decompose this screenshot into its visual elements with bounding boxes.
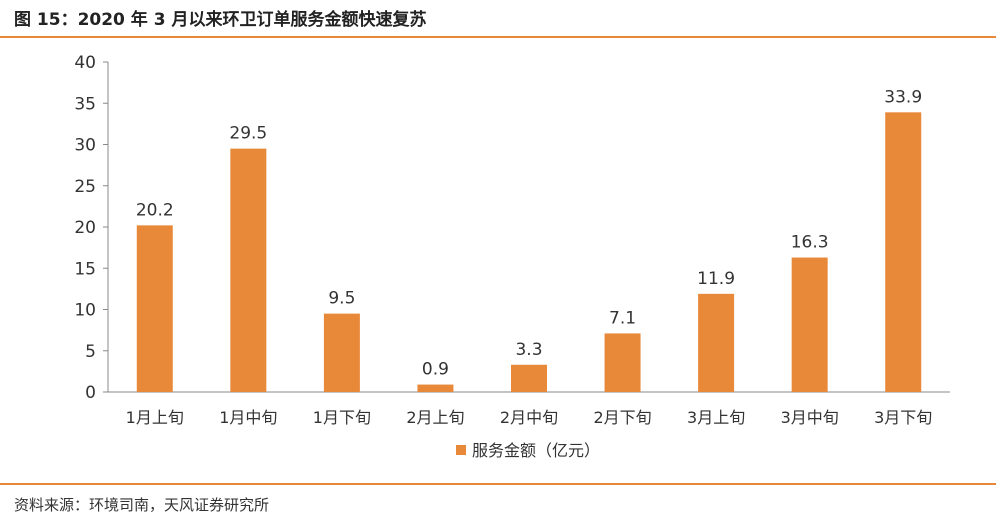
x-tick-label: 1月下旬 [313, 408, 371, 427]
y-tick-label: 0 [85, 383, 96, 403]
x-tick-label: 2月下旬 [593, 408, 651, 427]
bar-chart: 0 5 10 15 20 25 30 35 40 20.2 1月上旬 29.5 1月中旬 9.5 1月下旬 0… [74, 53, 950, 460]
data-label: 0.9 [422, 360, 449, 380]
y-tick-label: 15 [74, 259, 96, 279]
bar [698, 293, 735, 392]
legend-swatch [456, 445, 466, 455]
source-rule [0, 483, 996, 485]
bar [417, 384, 454, 392]
data-label: 20.2 [136, 200, 174, 220]
y-tick-label: 20 [74, 218, 96, 238]
bar [791, 257, 828, 392]
x-tick-label: 1月上旬 [126, 408, 184, 427]
source-note: 资料来源：环境司南，天风证券研究所 [14, 496, 270, 514]
data-label: 9.5 [328, 289, 355, 309]
x-tick-label: 2月上旬 [406, 408, 464, 427]
bar [230, 148, 267, 392]
x-tick-label: 1月中旬 [219, 408, 277, 427]
y-tick-label: 5 [85, 342, 96, 362]
bar [136, 225, 173, 392]
bar [511, 364, 547, 392]
data-label: 33.9 [884, 87, 922, 107]
y-tick-label: 35 [74, 94, 96, 114]
data-label: 3.3 [515, 340, 542, 360]
data-label: 7.1 [609, 308, 636, 328]
legend-label: 服务金额（亿元） [472, 441, 600, 460]
bar [323, 313, 360, 392]
x-tick-label: 2月中旬 [500, 408, 558, 427]
y-tick-label: 40 [74, 53, 96, 73]
y-tick-label: 30 [74, 136, 96, 156]
data-label: 11.9 [697, 269, 735, 289]
bar [604, 333, 641, 392]
bar [885, 112, 922, 392]
x-tick-label: 3月中旬 [781, 408, 839, 427]
figure-title: 图 15：2020 年 3 月以来环卫订单服务金额快速复苏 [14, 10, 427, 30]
chart-area: 0 5 10 15 20 25 30 35 40 20.2 1月上旬 29.5 1月中旬 9.5 1月下旬 0… [0, 40, 996, 480]
data-label: 16.3 [791, 233, 829, 253]
y-tick-label: 10 [74, 301, 96, 321]
data-label: 29.5 [229, 124, 267, 144]
title-rule [0, 36, 996, 38]
x-tick-label: 3月上旬 [687, 408, 745, 427]
x-tick-label: 3月下旬 [874, 408, 932, 427]
y-tick-label: 25 [74, 177, 96, 197]
